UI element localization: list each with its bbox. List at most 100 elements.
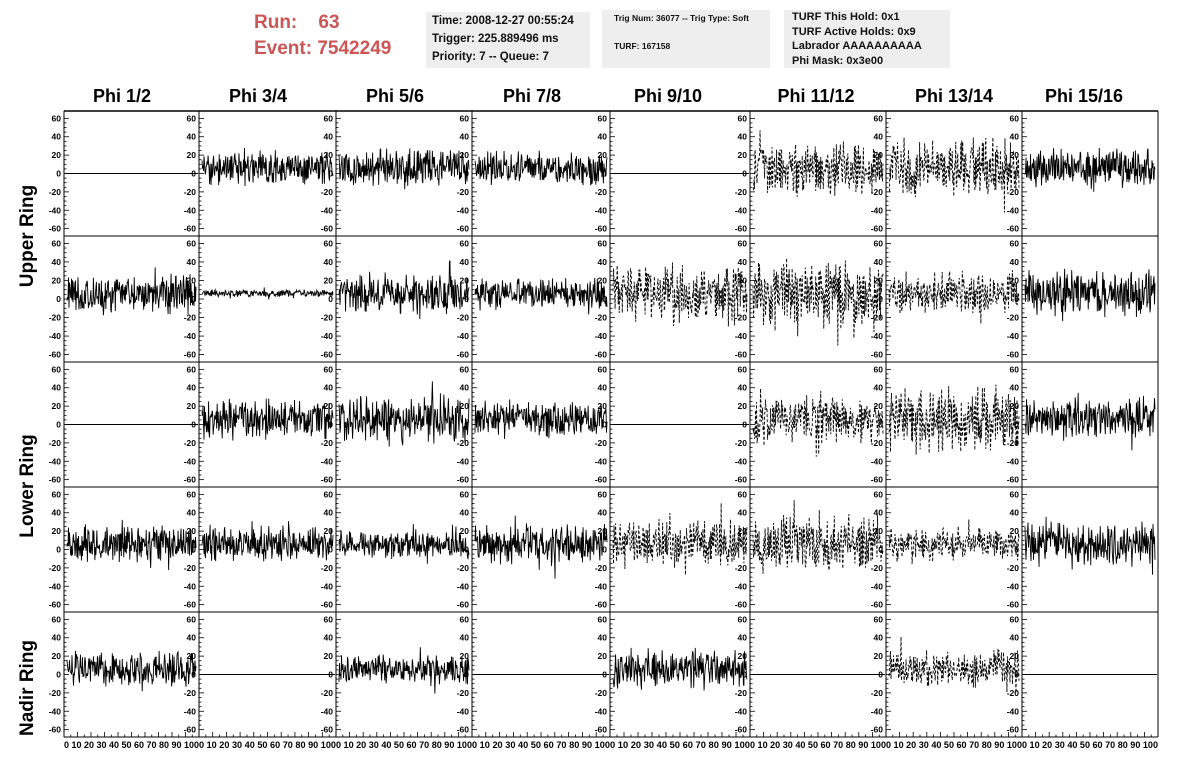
- y-tick-label: -20: [49, 438, 62, 448]
- y-tick-label: 40: [1010, 633, 1020, 643]
- y-tick-label: -40: [595, 581, 608, 591]
- y-tick-label: -60: [595, 224, 608, 234]
- y-tick-label: 0: [742, 294, 747, 304]
- y-tick-label: -60: [321, 224, 334, 234]
- waveform-trace-r3-c0: [66, 519, 197, 570]
- y-tick-label: 40: [324, 383, 334, 393]
- x-tick-labels: 0 10 20 30 40 50 60 70 80 90 100: [472, 740, 610, 750]
- y-tick-label: -40: [321, 706, 334, 716]
- y-tick-label: -60: [184, 475, 197, 485]
- y-tick-label: -20: [457, 688, 470, 698]
- y-tick-label: 40: [738, 508, 748, 518]
- y-tick-label: -40: [1007, 456, 1020, 466]
- y-tick-label: 60: [598, 364, 608, 374]
- y-tick-label: 60: [874, 238, 884, 248]
- y-tick-label: 40: [874, 633, 884, 643]
- y-tick-label: -40: [871, 205, 884, 215]
- y-tick-label: -20: [49, 688, 62, 698]
- y-tick-label: -20: [321, 187, 334, 197]
- waveform-trace-r1-c1: [201, 287, 334, 300]
- waveform-trace-r3-c7: [1024, 516, 1156, 575]
- y-tick-label: 60: [460, 364, 470, 374]
- y-tick-label: 0: [328, 169, 333, 179]
- y-tick-label: -60: [457, 475, 470, 485]
- y-tick-label: -40: [457, 581, 470, 591]
- y-tick-label: 20: [738, 401, 748, 411]
- y-tick-label: -60: [457, 224, 470, 234]
- y-tick-label: 60: [874, 364, 884, 374]
- y-tick-label: -20: [735, 688, 748, 698]
- hold-line: TURF This Hold: 0x1: [792, 11, 900, 23]
- y-tick-label: -60: [735, 224, 748, 234]
- y-tick-label: 0: [56, 420, 61, 430]
- column-label-phi-9-10: Phi 9/10: [633, 86, 703, 106]
- trigger-line: Trigger: 225.889496 ms: [432, 33, 559, 45]
- y-tick-label: -20: [184, 187, 197, 197]
- y-tick-label: 40: [874, 383, 884, 393]
- waveform-trace-r0-c6: [888, 137, 1020, 213]
- y-tick-label: 60: [52, 113, 62, 123]
- y-tick-label: -60: [735, 600, 748, 610]
- y-tick-label: 20: [460, 401, 470, 411]
- y-tick-label: 60: [187, 238, 197, 248]
- y-tick-label: 20: [52, 526, 62, 536]
- y-tick-label: 60: [187, 489, 197, 499]
- y-tick-label: -20: [871, 563, 884, 573]
- y-tick-label: -60: [735, 475, 748, 485]
- column-label-phi-3-4: Phi 3/4: [228, 86, 288, 106]
- y-tick-label: 40: [187, 383, 197, 393]
- waveform-trace-r3-c5: [752, 500, 884, 574]
- y-tick-label: -20: [184, 438, 197, 448]
- y-tick-label: -60: [457, 725, 470, 735]
- y-tick-label: 60: [52, 489, 62, 499]
- column-label-phi-13-14: Phi 13/14: [914, 86, 994, 106]
- y-tick-label: -40: [595, 456, 608, 466]
- waveform-trace-r4-c4: [612, 647, 748, 691]
- y-tick-label: 0: [878, 545, 883, 555]
- y-tick-label: 60: [460, 113, 470, 123]
- y-tick-label: -60: [184, 725, 197, 735]
- y-tick-label: -20: [1007, 563, 1020, 573]
- y-tick-label: -60: [321, 475, 334, 485]
- y-tick-label: -60: [184, 350, 197, 360]
- y-tick-label: -40: [49, 331, 62, 341]
- y-tick-label: 20: [324, 150, 334, 160]
- y-tick-label: -60: [871, 725, 884, 735]
- y-tick-label: -20: [735, 187, 748, 197]
- y-tick-label: 20: [874, 526, 884, 536]
- y-tick-label: -40: [735, 706, 748, 716]
- y-tick-label: 40: [52, 257, 62, 267]
- y-tick-label: 20: [874, 401, 884, 411]
- y-tick-label: -20: [1007, 438, 1020, 448]
- waveform-trace-r2-c1: [201, 398, 334, 441]
- priority-line: Priority: 7 -- Queue: 7: [432, 51, 549, 63]
- y-tick-label: 20: [52, 150, 62, 160]
- y-tick-label: 40: [460, 633, 470, 643]
- y-tick-label: -60: [871, 475, 884, 485]
- y-tick-label: -20: [1007, 688, 1020, 698]
- y-tick-label: 20: [598, 526, 608, 536]
- y-tick-label: -20: [184, 688, 197, 698]
- y-tick-label: 40: [1010, 383, 1020, 393]
- y-tick-label: 20: [1010, 651, 1020, 661]
- y-tick-label: -20: [595, 688, 608, 698]
- y-tick-label: -60: [871, 224, 884, 234]
- y-tick-label: 40: [324, 508, 334, 518]
- x-tick-labels: 0 10 20 30 40 50 60 70 80 90 100: [610, 740, 750, 750]
- y-tick-label: -20: [595, 313, 608, 323]
- y-tick-label: 60: [1010, 489, 1020, 499]
- y-tick-label: -60: [49, 725, 62, 735]
- y-tick-label: -40: [735, 331, 748, 341]
- waveform-trace-r3-c4: [612, 503, 748, 575]
- y-tick-label: -40: [49, 706, 62, 716]
- waveform-trace-r3-c1: [201, 521, 334, 562]
- y-tick-label: 0: [56, 670, 61, 680]
- y-tick-label: -20: [184, 313, 197, 323]
- y-tick-label: 0: [1014, 420, 1019, 430]
- y-tick-label: 40: [187, 633, 197, 643]
- y-tick-label: 40: [324, 132, 334, 142]
- y-tick-label: -40: [1007, 331, 1020, 341]
- y-tick-label: -40: [871, 581, 884, 591]
- y-tick-label: -20: [184, 563, 197, 573]
